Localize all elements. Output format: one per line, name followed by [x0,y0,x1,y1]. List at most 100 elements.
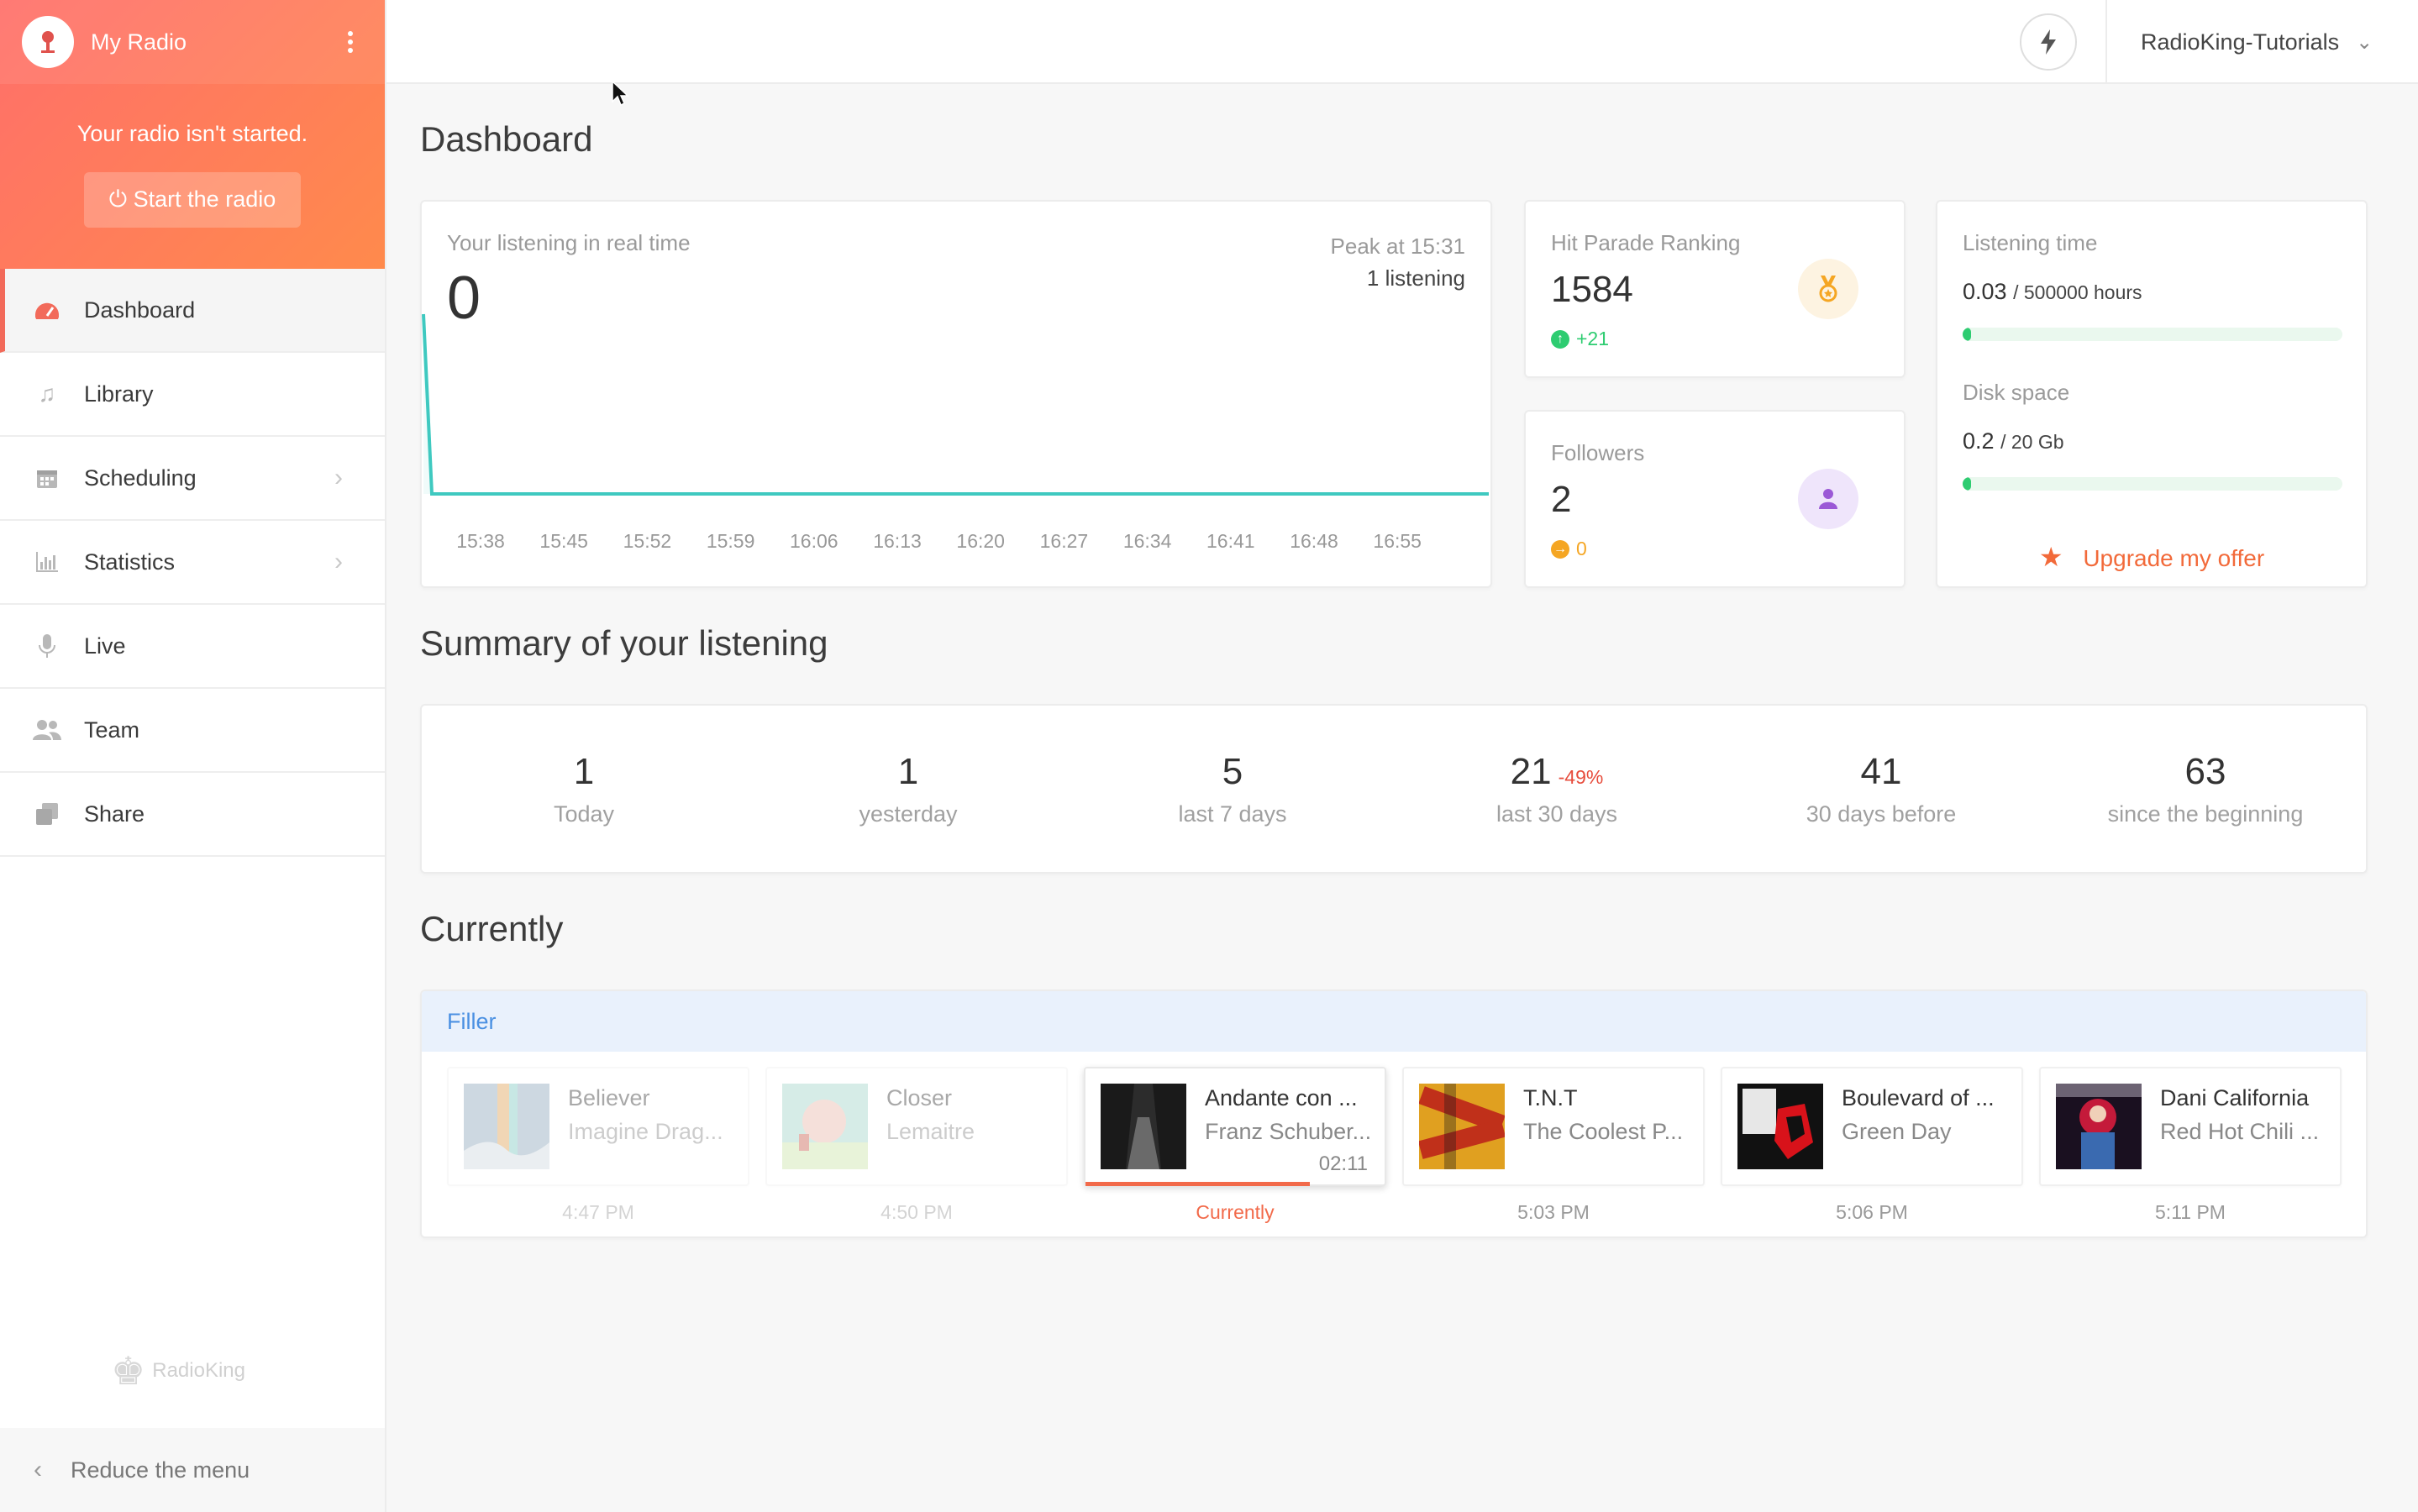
summary-title: Summary of your listening [420,623,828,663]
x-tick-label: 15:59 [707,530,755,552]
upgrade-offer-link[interactable]: ★ Upgrade my offer [1937,541,2366,573]
sidebar-item-dashboard[interactable]: Dashboard [0,269,385,353]
track-card[interactable]: Boulevard of ... Green Day [1721,1067,2023,1186]
summary-last-30-days: 21 -49% last 30 days [1395,751,1719,827]
summary-value: 63 [2184,751,2226,792]
playlist-name[interactable]: Filler [422,991,2366,1052]
start-radio-label: Start the radio [133,186,276,212]
album-cover [2056,1084,2142,1169]
usage-card: Listening time 0.03 / 500000 hours Disk … [1936,200,2368,588]
followers-delta: → 0 [1551,538,1587,560]
summary-value-row: 21 -49% [1395,751,1719,793]
track-item[interactable]: Dani California Red Hot Chili ... 5:11 P… [2039,1067,2342,1223]
track-title: Dani California [2160,1085,2310,1110]
x-tick-label: 16:48 [1290,530,1338,552]
summary-label: last 7 days [1178,801,1287,827]
album-cover [464,1084,549,1169]
listening-time-progress [1963,328,2342,341]
x-tick-label: 16:13 [873,530,922,552]
sidebar-nav: Dashboard ♫ Library Scheduling › Statist… [0,269,385,857]
reduce-menu-button[interactable]: ‹ Reduce the menu [0,1428,385,1512]
radio-avatar[interactable] [22,16,74,68]
track-time: 5:03 PM [1517,1201,1590,1223]
listening-time-progress-fill [1963,328,1971,341]
track-artist: Red Hot Chili ... [2160,1119,2320,1144]
microphone-icon [32,631,62,661]
summary-value: 1 [573,751,595,792]
user-icon [1798,469,1858,529]
track-card[interactable]: Dani California Red Hot Chili ... [2039,1067,2342,1186]
more-options-icon[interactable] [338,28,363,56]
listening-time-label: Listening time [1963,230,2098,255]
start-radio-button[interactable]: ⏻ Start the radio [84,172,301,228]
topbar-divider [2105,0,2107,84]
sidebar-item-scheduling[interactable]: Scheduling › [0,437,385,521]
track-item[interactable]: Closer Lemaitre 4:50 PM [765,1067,1068,1223]
album-cover [1737,1084,1823,1169]
sidebar-item-library[interactable]: ♫ Library [0,353,385,437]
summary-change: -49% [1558,766,1604,788]
track-artist: Imagine Drag... [568,1119,723,1144]
sidebar-item-team[interactable]: Team [0,689,385,773]
realtime-chart: 15:38 15:45 15:52 15:59 16:06 16:13 16:20 16:27… [422,313,1489,552]
sidebar-item-label: Library [84,381,154,407]
medal-icon [1798,259,1858,319]
sidebar-item-live[interactable]: Live [0,605,385,689]
peak-label: Peak at 15:31 [1330,234,1465,259]
album-cover [1419,1084,1505,1169]
radioking-logo: ♚ RadioKing [111,1348,245,1394]
track-card[interactable]: T.N.T The Coolest P... [1402,1067,1705,1186]
radioking-logo-text: RadioKing [152,1359,245,1382]
upgrade-offer-label: Upgrade my offer [2083,545,2265,571]
chevron-left-icon: ‹ [34,1456,42,1483]
x-tick-label: 16:55 [1373,530,1422,552]
followers-card[interactable]: Followers 2 → 0 [1524,410,1905,588]
mouse-cursor-icon [612,81,629,107]
track-time: Currently [1196,1201,1275,1223]
track-title: T.N.T [1523,1085,1578,1110]
x-tick-label: 15:52 [623,530,672,552]
share-icon [32,799,62,829]
disk-space-label: Disk space [1963,380,2070,405]
hit-parade-card[interactable]: Hit Parade Ranking 1584 ↑ +21 [1524,200,1905,378]
sidebar-header: My Radio Your radio isn't started. ⏻ Sta… [0,0,385,269]
radio-name[interactable]: My Radio [91,29,187,55]
summary-today: 1 Today [422,751,746,827]
track-card[interactable]: Believer Imagine Drag... [447,1067,749,1186]
track-item[interactable]: Believer Imagine Drag... 4:47 PM [447,1067,749,1223]
x-tick-label: 16:34 [1123,530,1172,552]
track-item[interactable]: Boulevard of ... Green Day 5:06 PM [1721,1067,2023,1223]
summary-30-days-before: 41 30 days before [1719,751,2043,827]
album-cover [1101,1084,1186,1169]
summary-value: 1 [897,751,919,792]
track-card[interactable]: Closer Lemaitre [765,1067,1068,1186]
track-title: Boulevard of ... [1842,1085,1995,1110]
bar-chart-icon [32,547,62,577]
sidebar-item-label: Team [84,717,140,743]
currently-card: Filler Believer Imagine Drag... 4:47 PM … [420,990,2368,1238]
summary-value: 5 [1222,751,1243,792]
track-duration: 02:11 [1318,1152,1368,1175]
account-menu[interactable]: RadioKing-Tutorials ⌄ [2141,0,2373,84]
realtime-label: Your listening in real time [447,230,691,255]
dashboard-icon [32,295,62,325]
chevron-down-icon: ⌄ [2356,30,2373,54]
track-title: Andante con ... [1205,1085,1358,1110]
track-item[interactable]: T.N.T The Coolest P... 5:03 PM [1402,1067,1705,1223]
track-item-current[interactable]: Andante con ... Franz Schuber... 02:11 C… [1084,1067,1386,1223]
sidebar-item-statistics[interactable]: Statistics › [0,521,385,605]
track-card[interactable]: Andante con ... Franz Schuber... 02:11 [1084,1067,1386,1186]
peak-value: 1 listening [1366,265,1465,291]
summary-value: 41 [1860,751,1902,792]
sidebar-item-label: Statistics [84,549,176,575]
lightning-icon[interactable] [2020,13,2077,71]
radio-selector[interactable]: My Radio [0,0,385,84]
sidebar-item-share[interactable]: Share [0,773,385,857]
track-artist: Franz Schuber... [1205,1119,1372,1144]
track-artist: Green Day [1842,1119,1952,1144]
summary-label: Today [553,801,615,827]
music-note-icon: ♫ [38,381,56,407]
track-time: 4:47 PM [562,1201,634,1223]
power-icon: ⏻ [108,186,128,212]
track-time: 4:50 PM [880,1201,953,1223]
